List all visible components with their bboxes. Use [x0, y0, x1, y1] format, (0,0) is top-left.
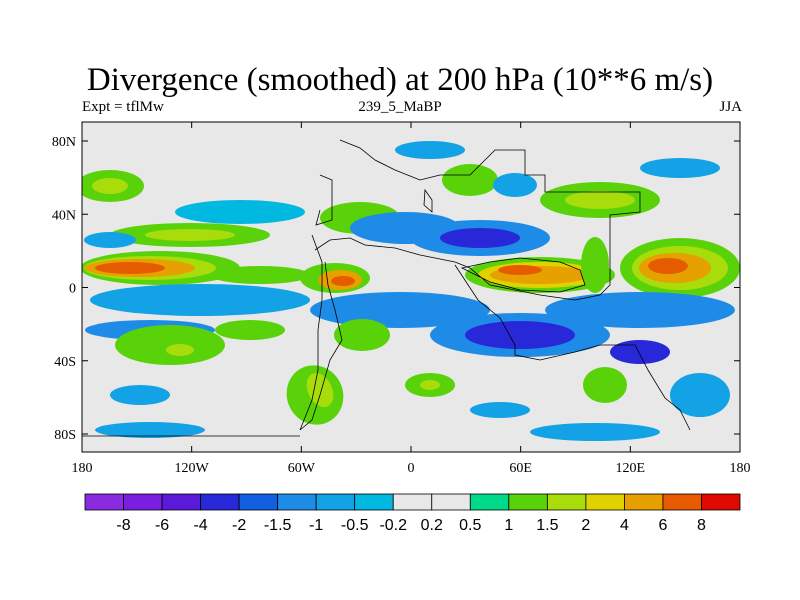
- field-blob: [92, 178, 128, 194]
- y-tick-label: 80N: [52, 135, 76, 150]
- y-tick-label: 40N: [52, 208, 76, 223]
- case-label: 239_5_MaBP: [358, 99, 442, 115]
- colorbar-swatch: [585, 493, 625, 511]
- colorbar-swatch: [701, 493, 741, 511]
- field-blob: [581, 237, 609, 293]
- field-blob: [310, 292, 490, 328]
- y-axis: 80N 40N 0 40S 80S: [52, 135, 740, 443]
- field-blob: [84, 232, 136, 248]
- field-blob: [442, 164, 498, 196]
- field-blob: [90, 284, 310, 316]
- colorbar-label: 1.5: [536, 517, 558, 534]
- field-blob: [470, 402, 530, 418]
- field-blob: [670, 373, 730, 417]
- colorbar-label: 8: [697, 517, 706, 534]
- field-blob: [331, 276, 355, 286]
- field-blob: [215, 320, 285, 340]
- colorbar: -8 -6 -4 -2 -1.5 -1 -0.5 -0.2 0.2 0.5 1 1.5 2 4 6 8: [84, 493, 741, 534]
- colorbar-label: -0.5: [341, 517, 369, 534]
- field-blob: [498, 265, 542, 275]
- x-axis: 180 120W 60W 0 60E 120E 180: [72, 122, 751, 476]
- y-tick-label: 40S: [54, 355, 76, 370]
- colorbar-swatch: [469, 493, 510, 511]
- field-blob: [110, 385, 170, 405]
- field-blob: [175, 200, 305, 224]
- x-tick-label: 180: [72, 461, 93, 476]
- x-tick-label: 120E: [616, 461, 646, 476]
- colorbar-label: -1.5: [264, 517, 292, 534]
- colorbar-label: 0.2: [421, 517, 443, 534]
- field-blob: [440, 228, 520, 248]
- x-tick-label: 60E: [509, 461, 532, 476]
- colorbar-label: 4: [620, 517, 629, 534]
- colorbar-swatch: [354, 493, 394, 511]
- colorbar-label: -0.2: [379, 517, 407, 534]
- field-blob: [395, 141, 465, 159]
- chart-title: Divergence (smoothed) at 200 hPa (10**6 …: [86, 62, 714, 98]
- colorbar-label: -8: [116, 517, 130, 534]
- colorbar-swatch: [315, 493, 356, 511]
- y-tick-label: 80S: [54, 428, 76, 443]
- field-blob: [334, 319, 390, 351]
- colorbar-label: -1: [309, 517, 323, 534]
- northern-continent-outline: [314, 139, 641, 301]
- field-blob: [210, 266, 310, 284]
- colorbar-swatch: [161, 493, 201, 511]
- field-blob: [565, 191, 635, 209]
- colorbar-label: 1: [504, 517, 513, 534]
- colorbar-swatch: [546, 493, 587, 511]
- x-tick-label: 0: [408, 461, 415, 476]
- colorbar-label: 0.5: [459, 517, 481, 534]
- x-tick-label: 60W: [288, 461, 316, 476]
- field-blob: [95, 262, 165, 274]
- colorbar-swatch: [238, 493, 279, 511]
- field-blob: [640, 158, 720, 178]
- field-blob: [420, 380, 440, 390]
- field-blob: [166, 344, 194, 356]
- colorbar-swatch: [662, 493, 702, 511]
- colorbar-swatch: [431, 493, 471, 511]
- colorbar-swatch: [392, 493, 433, 511]
- colorbar-swatch: [123, 493, 163, 511]
- colorbar-swatch: [508, 493, 548, 511]
- southern-coastline-outline: [454, 264, 691, 431]
- western-coast-outline: [315, 174, 333, 226]
- field-blob: [145, 229, 235, 241]
- colorbar-label: -4: [193, 517, 207, 534]
- field-blob: [306, 372, 334, 408]
- y-tick-label: 0: [69, 282, 76, 297]
- island-outline: [423, 188, 433, 213]
- field-blob: [648, 258, 688, 274]
- colorbar-swatch: [277, 493, 317, 511]
- field-blob: [493, 173, 537, 197]
- field-blob: [610, 340, 670, 364]
- colorbar-label: 6: [658, 517, 667, 534]
- season-label: JJA: [719, 99, 742, 115]
- field-blob: [465, 321, 575, 349]
- x-tick-label: 120W: [175, 461, 210, 476]
- colorbar-swatch: [84, 493, 124, 511]
- colorbar-swatch: [200, 493, 240, 511]
- field-blob: [545, 292, 735, 328]
- field-blob: [115, 325, 225, 365]
- colorbar-label: -2: [232, 517, 246, 534]
- inland-region-outline: [460, 257, 586, 293]
- field-blob: [95, 422, 205, 438]
- southern-continent-outline: [299, 234, 343, 431]
- field-blob: [530, 423, 660, 441]
- colorbar-label: 2: [581, 517, 590, 534]
- field-blob: [583, 367, 627, 403]
- x-tick-label: 180: [730, 461, 751, 476]
- colorbar-label: -6: [155, 517, 169, 534]
- colorbar-swatch: [624, 493, 664, 511]
- experiment-label: Expt = tflMw: [82, 99, 164, 115]
- divergence-field: [82, 122, 740, 452]
- coastlines: [82, 139, 691, 437]
